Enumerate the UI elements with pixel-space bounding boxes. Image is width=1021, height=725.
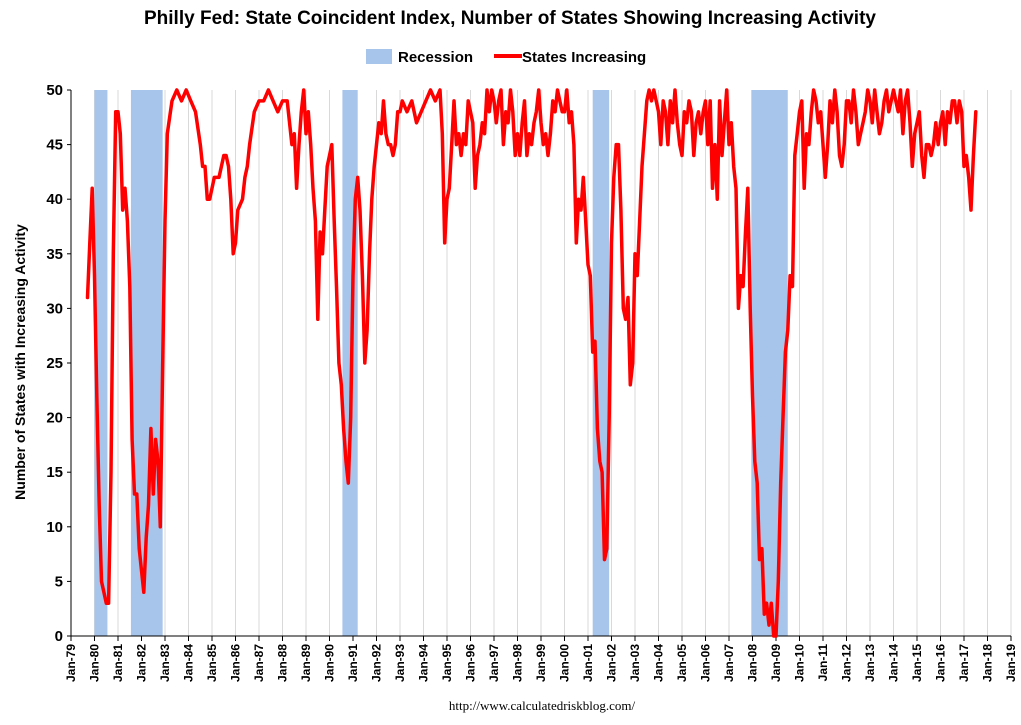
- x-tick-label: Jan-84: [182, 644, 196, 682]
- x-tick-label: Jan-81: [111, 644, 125, 682]
- x-tick-label: Jan-11: [816, 644, 830, 682]
- x-tick-label: Jan-83: [158, 644, 172, 682]
- x-tick-label: Jan-05: [675, 644, 689, 682]
- recession-band: [751, 90, 788, 636]
- x-tick-label: Jan-04: [652, 644, 666, 682]
- chart-title: Philly Fed: State Coincident Index, Numb…: [144, 8, 876, 29]
- x-tick-label: Jan-79: [64, 644, 78, 682]
- x-tick-label: Jan-13: [863, 644, 877, 682]
- legend-recession-swatch: [366, 49, 392, 64]
- x-tick-label: Jan-15: [910, 644, 924, 682]
- legend-recession-label: Recession: [398, 49, 473, 66]
- x-tick-label: Jan-95: [440, 644, 454, 682]
- y-tick-label: 30: [46, 300, 63, 317]
- x-tick-label: Jan-93: [393, 644, 407, 682]
- y-tick-label: 5: [55, 573, 63, 590]
- x-tick-label: Jan-88: [276, 644, 290, 682]
- y-tick-label: 40: [46, 191, 63, 208]
- x-tick-label: Jan-82: [135, 644, 149, 682]
- y-tick-label: 25: [46, 355, 63, 372]
- y-tick-label: 15: [46, 464, 63, 481]
- x-tick-label: Jan-17: [957, 644, 971, 682]
- series-line-states-increasing: [85, 88, 978, 638]
- x-tick-label: Jan-09: [769, 644, 783, 682]
- x-tick-label: Jan-14: [887, 644, 901, 682]
- x-tick-label: Jan-90: [323, 644, 337, 682]
- x-tick-label: Jan-19: [1004, 644, 1018, 682]
- x-tick-label: Jan-91: [346, 644, 360, 682]
- x-tick-label: Jan-80: [88, 644, 102, 682]
- x-tick-label: Jan-07: [722, 644, 736, 682]
- x-tick-label: Jan-86: [229, 644, 243, 682]
- x-tick-label: Jan-89: [299, 644, 313, 682]
- y-tick-label: 10: [46, 519, 63, 536]
- x-tick-label: Jan-06: [699, 644, 713, 682]
- x-tick-label: Jan-03: [628, 644, 642, 682]
- x-tick-label: Jan-85: [205, 644, 219, 682]
- x-tick-label: Jan-10: [793, 644, 807, 682]
- x-tick-label: Jan-96: [464, 644, 478, 682]
- y-tick-label: 35: [46, 246, 63, 263]
- x-tick-label: Jan-97: [487, 644, 501, 682]
- x-tick-label: Jan-99: [534, 644, 548, 682]
- x-tick-label: Jan-00: [558, 644, 572, 682]
- source-url: http://www.calculatedriskblog.com/: [449, 698, 636, 713]
- x-tick-label: Jan-18: [981, 644, 995, 682]
- plot-area: 0 5 10 15 20 25 30 35 40 45 50 Jan-79 Jan-80 Jan-81 Ja…: [46, 82, 1018, 682]
- y-axis-label: Number of States with Increasing Activit…: [12, 224, 28, 500]
- y-tick-label: 20: [46, 410, 63, 427]
- y-tick-label: 45: [46, 137, 63, 154]
- x-tick-label: Jan-12: [840, 644, 854, 682]
- x-tick-label: Jan-08: [746, 644, 760, 682]
- recession-band: [592, 90, 610, 636]
- legend: Recession States Increasing: [366, 49, 646, 66]
- x-tick-label: Jan-87: [252, 644, 266, 682]
- y-tick-label: 50: [46, 82, 63, 99]
- y-tick-label: 0: [55, 628, 63, 645]
- x-tick-label: Jan-02: [605, 644, 619, 682]
- x-tick-label: Jan-94: [417, 644, 431, 682]
- x-tick-label: Jan-16: [934, 644, 948, 682]
- legend-line-label: States Increasing: [522, 49, 646, 66]
- x-tick-label: Jan-01: [581, 644, 595, 682]
- x-tick-label: Jan-92: [370, 644, 384, 682]
- x-tick-label: Jan-98: [511, 644, 525, 682]
